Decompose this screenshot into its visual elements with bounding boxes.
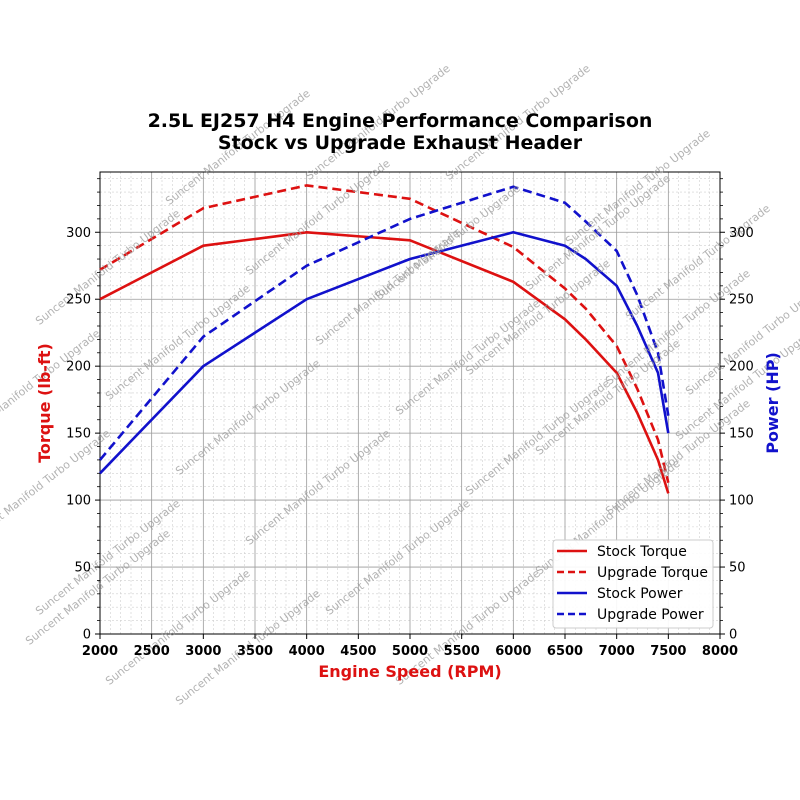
series-line-upgrade-power (99, 185, 670, 461)
x-tick-label: 4000 (289, 644, 325, 659)
watermark-text: Suncent Manifold Turbo Upgrade (103, 282, 253, 403)
y-tick-label-left: 250 (66, 293, 91, 308)
x-tick-label: 3000 (185, 644, 221, 659)
y-tick-label-left: 150 (66, 427, 91, 442)
watermark-text: Suncent Manifold Turbo Upgrade (103, 567, 253, 688)
series-line-upgrade-torque (99, 184, 670, 484)
watermark-text: Suncent Manifold Turbo Upgrade (563, 127, 713, 248)
x-tick-label: 2500 (134, 644, 170, 659)
y-tick-label-left: 50 (74, 561, 91, 576)
legend-label: Stock Torque (597, 544, 687, 560)
y-tick-label-right: 150 (729, 427, 754, 442)
watermark-text: Suncent Manifold Turbo Upgrade (533, 337, 683, 458)
y-tick-label-right: 100 (729, 494, 754, 509)
chart-title: 2.5L EJ257 H4 Engine Performance Compari… (148, 110, 653, 132)
y-tick-label-right: 0 (729, 628, 737, 643)
y-tick-label-right: 250 (729, 293, 754, 308)
y-tick-label-right: 50 (729, 561, 746, 576)
x-tick-label: 5000 (392, 644, 428, 659)
legend: Stock Torque Upgrade Torque Stock Power Upg… (552, 539, 714, 629)
y-tick-label-left: 200 (66, 360, 91, 375)
x-tick-label: 6500 (547, 644, 583, 659)
legend-label: Stock Power (597, 586, 683, 602)
axis-ticks: 2000 2500 3000 3500 4000 4500 5000 5500 6000 6500… (66, 178, 754, 659)
watermark-text: Suncent Manifold Turbo Upgrade (323, 497, 473, 618)
x-axis-label: Engine Speed (RPM) (318, 662, 501, 681)
watermark-text: Suncent Manifold Turbo Upgrade (33, 497, 183, 618)
series-layer (99, 184, 670, 494)
chart-subtitle: Stock vs Upgrade Exhaust Header (218, 132, 583, 154)
series-line-stock-power (99, 231, 670, 475)
x-tick-label: 3500 (237, 644, 273, 659)
legend-label: Upgrade Torque (597, 565, 708, 581)
legend-box (552, 539, 714, 629)
x-tick-label: 7000 (599, 644, 635, 659)
x-tick-label: 8000 (702, 644, 738, 659)
y-tick-label-right: 300 (729, 226, 754, 241)
y-tick-label-left: 0 (83, 628, 91, 643)
y-axis-label-left: Torque (lb-ft) (35, 343, 54, 463)
watermark-text: Suncent Manifold Turbo Upgrade (23, 527, 173, 648)
x-tick-label: 7500 (650, 644, 686, 659)
watermark-text: Suncent Manifold Turbo Upgrade (463, 377, 613, 498)
series-line-stock-torque (99, 231, 670, 494)
watermark-text: Suncent Manifold Turbo Upgrade (0, 427, 113, 548)
y-tick-label-right: 200 (729, 360, 754, 375)
y-tick-label-left: 100 (66, 494, 91, 509)
x-tick-label: 6000 (495, 644, 531, 659)
legend-label: Upgrade Power (597, 607, 704, 623)
x-tick-label: 4500 (340, 644, 376, 659)
y-axis-label-right: Power (HP) (763, 352, 782, 454)
x-tick-label: 5500 (444, 644, 480, 659)
watermark-text: Suncent Manifold Turbo Upgrade (393, 297, 543, 418)
x-tick-label: 2000 (82, 644, 118, 659)
y-tick-label-left: 300 (66, 226, 91, 241)
